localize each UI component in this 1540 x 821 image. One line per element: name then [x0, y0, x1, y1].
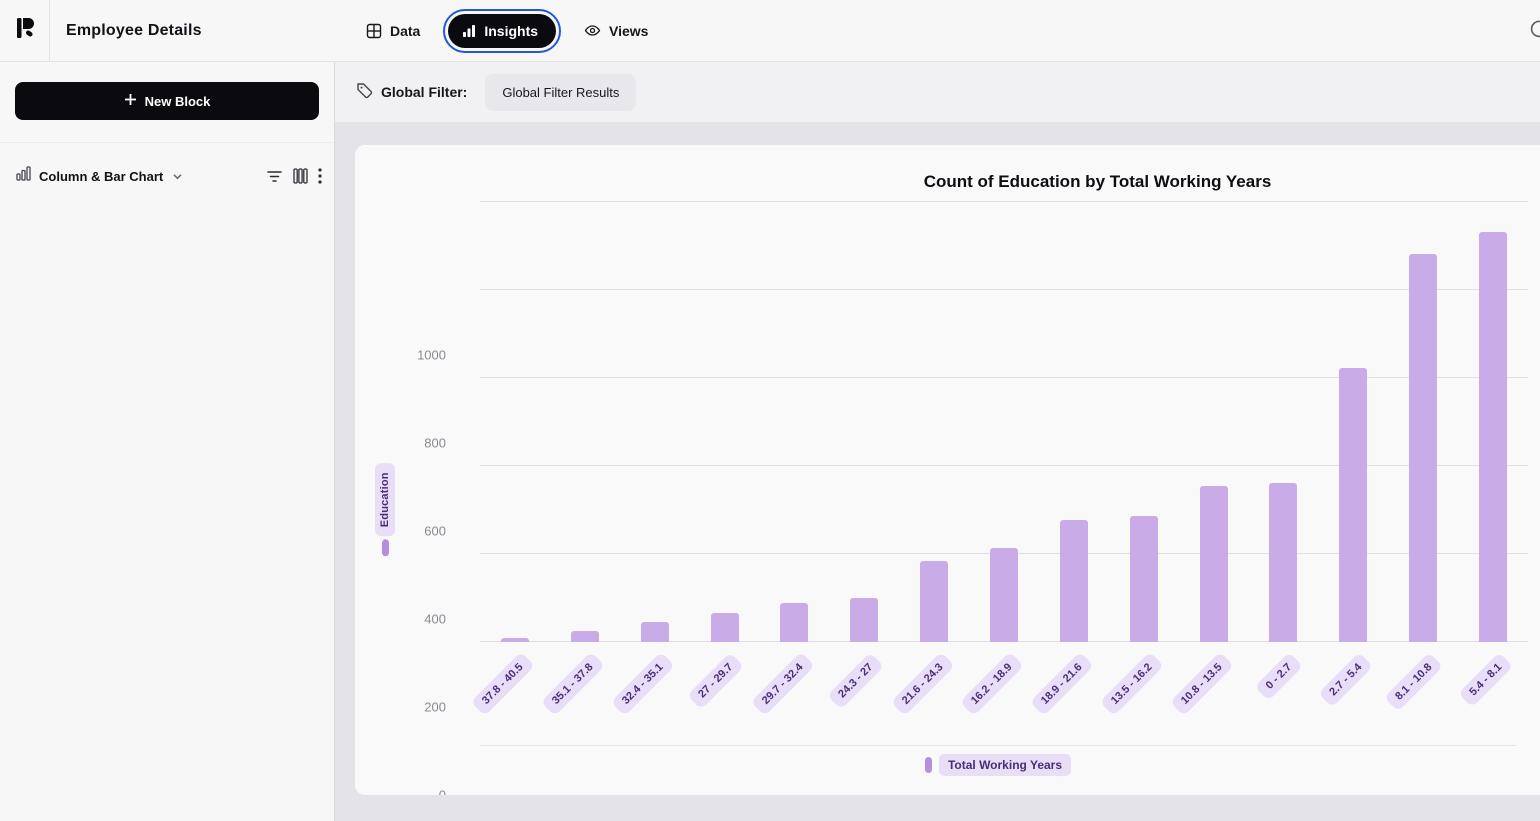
- chart-card: Count of Education by Total Working Year…: [355, 145, 1540, 795]
- x-axis-label: 16.2 - 18.9: [960, 652, 1025, 717]
- new-block-label: New Block: [144, 93, 211, 109]
- series-marker: [381, 539, 389, 557]
- bar[interactable]: [1269, 482, 1298, 642]
- x-axis-label: 18.9 - 21.6: [1029, 652, 1095, 717]
- x-axis-label: 10.8 - 13.5: [1169, 652, 1234, 717]
- gridline: [480, 289, 1528, 290]
- tab-label: Insights: [484, 22, 539, 39]
- columns-icon[interactable]: [293, 168, 308, 184]
- y-tick-label: 0: [438, 787, 446, 796]
- main-tabs: Data Insights Views: [334, 8, 648, 53]
- x-axis-label: 35.1 - 37.8: [540, 652, 605, 717]
- y-axis-title: Education: [375, 462, 395, 536]
- legend-marker: [924, 756, 932, 773]
- tab-views[interactable]: Views: [584, 22, 648, 39]
- x-axis-label: 37.8 - 40.5: [471, 652, 536, 717]
- tab-insights[interactable]: Insights: [443, 8, 562, 53]
- x-axis-label: 21.6 - 24.3: [890, 652, 955, 717]
- x-labels: 37.8 - 40.5 35.1 - 37.8 32.4 - 35.1 27 - 29…: [471, 642, 1528, 745]
- gridline: [480, 377, 1528, 378]
- gridline: [480, 465, 1528, 466]
- y-tick-label: 400: [424, 611, 446, 627]
- bar[interactable]: [570, 631, 599, 642]
- bar[interactable]: [500, 638, 529, 642]
- bar[interactable]: [850, 598, 879, 642]
- bar[interactable]: [1479, 231, 1508, 642]
- filter-icon[interactable]: [266, 169, 283, 184]
- global-filter-results-button[interactable]: Global Filter Results: [485, 73, 637, 111]
- tab-label: Data: [390, 22, 421, 39]
- chevron-down-icon[interactable]: [172, 171, 183, 182]
- chart-title: Count of Education by Total Working Year…: [923, 172, 1272, 191]
- x-axis-label: 8.1 - 10.8: [1383, 652, 1444, 712]
- sidebar: New Block Column & Bar Chart: [0, 62, 335, 821]
- eye-icon: [584, 22, 601, 39]
- global-filter-label: Global Filter:: [381, 84, 468, 100]
- plot-area: [480, 201, 1528, 642]
- block-type-selector[interactable]: Column & Bar Chart: [39, 168, 164, 184]
- refresh-icon[interactable]: [1528, 20, 1540, 43]
- bar[interactable]: [1409, 254, 1438, 642]
- page-title: Employee Details: [66, 21, 202, 39]
- x-axis-label: 27 - 29.7: [687, 652, 745, 710]
- chart-legend: Total Working Years: [480, 745, 1516, 783]
- legend-label[interactable]: Total Working Years: [938, 753, 1072, 776]
- tag-icon: [356, 82, 373, 102]
- bar[interactable]: [1129, 515, 1158, 642]
- gridline: [480, 201, 1528, 202]
- y-tick-label: 1000: [417, 347, 446, 363]
- grid-icon: [366, 23, 382, 39]
- bar[interactable]: [1339, 368, 1368, 642]
- x-axis-label: 5.4 - 8.1: [1457, 652, 1514, 708]
- new-block-button[interactable]: New Block: [15, 82, 319, 120]
- bar[interactable]: [1199, 486, 1228, 642]
- x-axis-label: 32.4 - 35.1: [610, 652, 675, 717]
- kebab-menu-icon[interactable]: [318, 168, 322, 184]
- bar[interactable]: [710, 612, 739, 642]
- bar[interactable]: [990, 547, 1018, 642]
- bar[interactable]: [780, 602, 809, 642]
- plus-icon: [124, 93, 137, 109]
- tab-label: Views: [609, 22, 649, 39]
- global-filter-bar: Global Filter: Global Filter Results: [335, 62, 1540, 122]
- bar-chart-icon: [462, 24, 476, 38]
- y-axis: 0 200 400 600 800 1000 Education: [355, 202, 480, 795]
- column-chart-icon: [15, 165, 32, 187]
- bar[interactable]: [920, 561, 949, 642]
- tab-data[interactable]: Data: [366, 23, 420, 39]
- x-axis-label: 13.5 - 16.2: [1099, 652, 1164, 717]
- y-tick-label: 200: [424, 699, 446, 715]
- x-axis-label: 2.7 - 5.4: [1318, 652, 1374, 708]
- x-axis-label: 0 - 2.7: [1254, 652, 1304, 701]
- logo-icon: [14, 16, 36, 45]
- bar[interactable]: [640, 622, 669, 642]
- app-logo[interactable]: [0, 0, 50, 62]
- x-axis-label: 24.3 - 27: [826, 652, 885, 710]
- x-axis-label: 29.7 - 32.4: [750, 652, 815, 717]
- bar[interactable]: [1059, 520, 1088, 642]
- y-tick-label: 600: [424, 523, 446, 539]
- y-tick-label: 800: [424, 435, 446, 451]
- top-header: Employee Details Data Insights: [0, 0, 1540, 62]
- block-selector-row: Column & Bar Chart: [0, 143, 334, 187]
